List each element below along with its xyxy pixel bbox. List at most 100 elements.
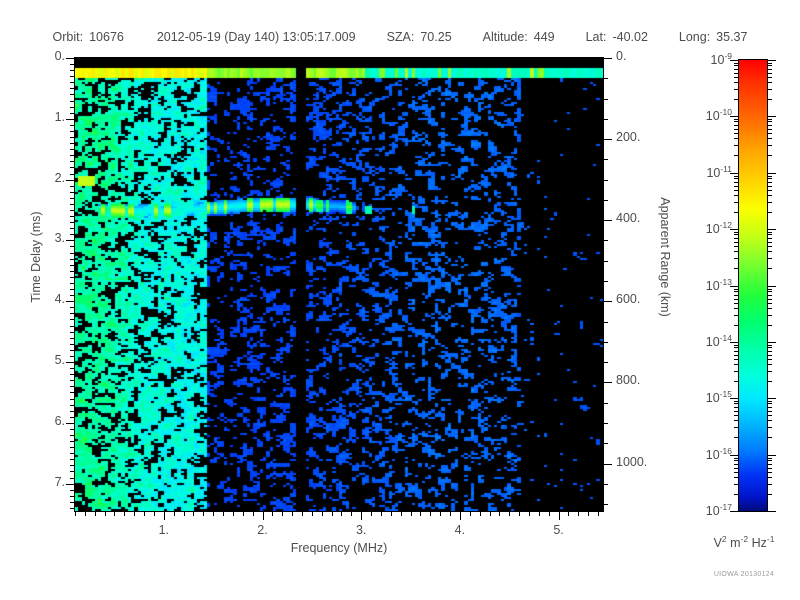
colorbar-tick-label: 10-16	[686, 446, 732, 462]
tick-mark	[767, 289, 772, 290]
tick-mark	[70, 338, 75, 339]
tick-mark	[70, 453, 75, 454]
tick-mark	[730, 116, 739, 117]
tick-mark	[549, 511, 550, 516]
tick-mark	[734, 468, 739, 469]
tick-mark	[480, 511, 481, 516]
unit-m-exp: -2	[740, 534, 749, 544]
tick-mark	[730, 286, 739, 287]
tick-mark	[767, 371, 772, 372]
header-orbit-label: Orbit:	[52, 30, 84, 44]
tick-mark	[767, 129, 772, 130]
tick-mark	[70, 149, 75, 150]
tick-mark	[734, 125, 739, 126]
tick-mark	[578, 511, 579, 516]
tick-mark	[85, 511, 86, 516]
tick-mark	[70, 435, 75, 436]
tick-mark	[730, 342, 739, 343]
tick-mark	[70, 490, 75, 491]
tick-mark	[734, 82, 739, 83]
tick-mark	[603, 322, 608, 323]
tick-mark	[734, 303, 739, 304]
tick-mark	[70, 82, 75, 83]
tick-mark	[734, 133, 739, 134]
tick-mark	[734, 325, 739, 326]
tick-mark	[767, 99, 772, 100]
tick-mark	[767, 69, 772, 70]
tick-mark	[767, 364, 772, 365]
tick-mark	[430, 511, 431, 516]
colorbar-tick-mantissa: 10	[706, 166, 721, 181]
y-right-tick-label: 1000.	[616, 454, 648, 469]
tick-mark	[734, 202, 739, 203]
tick-mark	[66, 240, 75, 241]
tick-mark	[603, 159, 608, 160]
tick-mark	[767, 242, 772, 243]
tick-mark	[70, 283, 75, 284]
colorbar-tick-label: 10-12	[686, 220, 732, 236]
tick-mark	[734, 359, 739, 360]
tick-mark	[767, 121, 772, 122]
tick-mark	[588, 511, 589, 516]
unit-hz: Hz	[751, 536, 767, 551]
tick-mark	[66, 484, 75, 485]
tick-mark	[66, 423, 75, 424]
tick-mark	[734, 251, 739, 252]
tick-mark	[70, 271, 75, 272]
y-left-tick-label: 5.	[54, 353, 65, 368]
header-long-value: 35.37	[716, 30, 748, 44]
x-axis-title: Frequency (MHz)	[290, 541, 388, 555]
tick-mark	[734, 182, 739, 183]
tick-mark	[767, 342, 776, 343]
tick-mark	[767, 472, 772, 473]
tick-mark	[70, 307, 75, 308]
tick-mark	[66, 362, 75, 363]
tick-mark	[381, 511, 382, 516]
tick-mark	[70, 192, 75, 193]
tick-mark	[282, 511, 283, 516]
tick-mark	[70, 471, 75, 472]
tick-mark	[767, 234, 772, 235]
tick-mark	[450, 511, 451, 516]
tick-mark	[767, 351, 772, 352]
colorbar-tick-label: 10-13	[686, 277, 732, 293]
y-left-tick-label: 6.	[54, 413, 65, 428]
tick-mark	[70, 94, 75, 95]
tick-mark	[767, 315, 772, 316]
tick-mark	[734, 371, 739, 372]
tick-mark	[233, 511, 234, 516]
tick-mark	[70, 295, 75, 296]
tick-mark	[767, 251, 772, 252]
tick-mark	[70, 222, 75, 223]
tick-mark	[767, 176, 772, 177]
colorbar-tick-exponent: -14	[719, 333, 732, 343]
tick-mark	[767, 186, 772, 187]
tick-mark	[734, 246, 739, 247]
tick-mark	[598, 511, 599, 516]
tick-mark	[70, 88, 75, 89]
tick-mark	[734, 232, 739, 233]
tick-mark	[70, 380, 75, 381]
tick-mark	[734, 186, 739, 187]
tick-mark	[70, 368, 75, 369]
tick-mark	[767, 299, 772, 300]
tick-mark	[70, 167, 75, 168]
tick-mark	[470, 511, 471, 516]
colorbar-tick-label: 10-15	[686, 389, 732, 405]
tick-mark	[767, 119, 772, 120]
tick-mark	[734, 63, 739, 64]
tick-mark	[134, 511, 135, 516]
tick-mark	[70, 277, 75, 278]
tick-mark	[70, 76, 75, 77]
tick-mark	[767, 437, 772, 438]
tick-mark	[734, 238, 739, 239]
tick-mark	[734, 242, 739, 243]
tick-mark	[734, 145, 739, 146]
tick-mark	[603, 261, 608, 262]
tick-mark	[767, 116, 776, 117]
colorbar-tick-mantissa: 10	[705, 335, 720, 350]
tick-mark	[292, 511, 293, 516]
tick-mark	[440, 511, 441, 516]
colorbar-tick-exponent: -11	[720, 164, 732, 174]
tick-mark	[767, 345, 772, 346]
